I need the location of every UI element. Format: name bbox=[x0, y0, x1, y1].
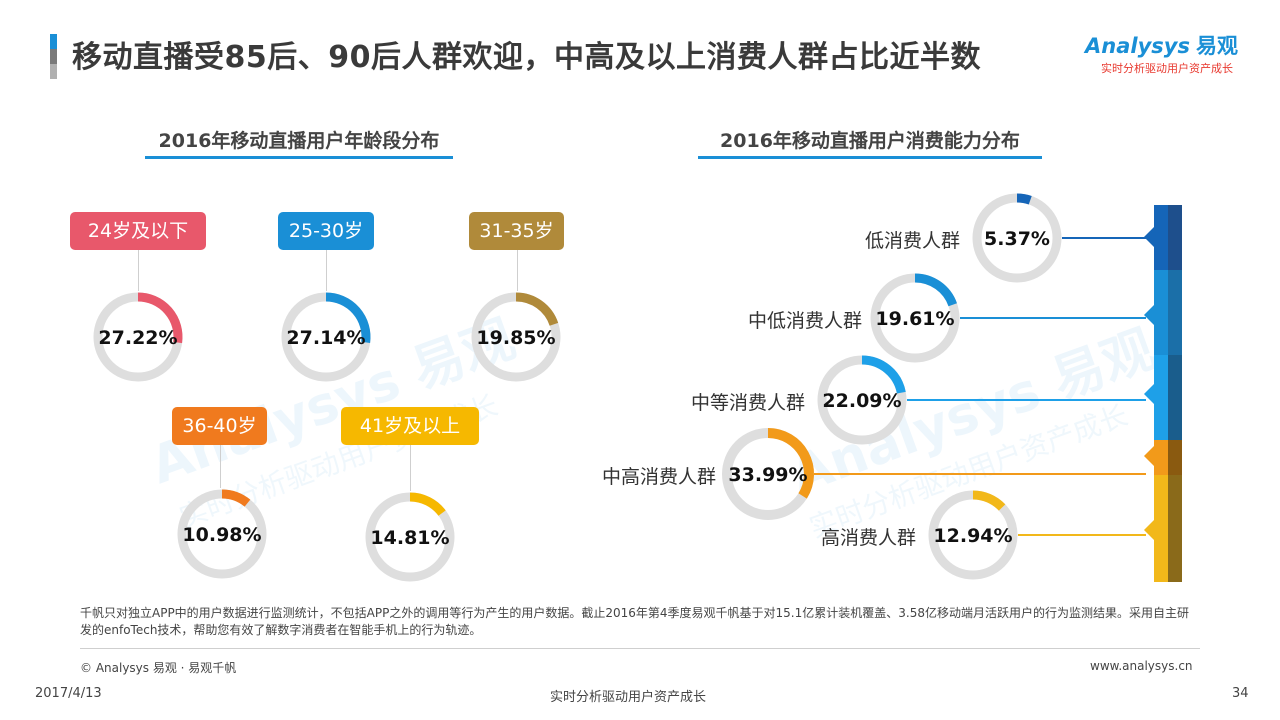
logo-tagline: 实时分析驱动用户资产成长 bbox=[1101, 62, 1233, 75]
age-4-donut: 10.98% bbox=[177, 489, 267, 579]
age-chart-title: 2016年移动直播用户年龄段分布 bbox=[158, 130, 440, 152]
age-connector-4 bbox=[219, 445, 221, 488]
footer-divider bbox=[80, 648, 1200, 649]
age-4-value-label: 10.98% bbox=[182, 524, 261, 546]
age-connector-5 bbox=[410, 445, 411, 491]
consumption-label-2: 中低消费人群 bbox=[747, 310, 862, 332]
age-2-donut: 27.14% bbox=[281, 292, 371, 382]
analysys-logo: Analysys 易观 实时分析驱动用户资产成长 bbox=[1085, 30, 1245, 76]
age-5-donut: 14.81% bbox=[365, 492, 455, 582]
consumption-1-donut: 5.37% bbox=[972, 193, 1062, 283]
consumption-5-donut: 12.94% bbox=[928, 490, 1018, 580]
age-label-1: 24岁及以下 bbox=[70, 212, 206, 250]
copyright: © Analysys 易观 · 易观千帆 bbox=[80, 661, 237, 675]
footnote: 千帆只对独立APP中的用户数据进行监测统计，不包括APP之外的调用等行为产生的用… bbox=[80, 606, 1189, 637]
age-1-arc bbox=[137, 292, 183, 344]
age-5-arc bbox=[409, 492, 446, 516]
consumption-1-value-label: 5.37% bbox=[984, 228, 1050, 250]
age-3-arc bbox=[515, 292, 559, 326]
consumption-2-donut: 19.61% bbox=[870, 273, 960, 363]
consumption-4-arc bbox=[767, 428, 814, 499]
consumption-3-value-label: 22.09% bbox=[822, 390, 901, 412]
consumption-5-value-label: 12.94% bbox=[933, 525, 1012, 547]
consumption-label-1: 低消费人群 bbox=[864, 230, 960, 252]
age-title-underline bbox=[145, 156, 453, 159]
consumption-connector-1 bbox=[1061, 237, 1146, 239]
age-label-4: 36-40岁 bbox=[172, 407, 267, 445]
logo-cn: 易观 bbox=[1195, 34, 1238, 58]
age-1-donut: 27.22% bbox=[93, 292, 183, 382]
consumption-2-value-label: 19.61% bbox=[875, 308, 954, 330]
age-label-2: 25-30岁 bbox=[278, 212, 374, 250]
website-link[interactable]: www.analysys.cn bbox=[1090, 659, 1193, 673]
consumption-title-underline bbox=[698, 156, 1042, 159]
consumption-connector-3 bbox=[906, 399, 1146, 401]
consumption-connector-2 bbox=[959, 317, 1146, 319]
age-3-value-label: 19.85% bbox=[476, 327, 555, 349]
page-title: 移动直播受85后、90后人群欢迎，中高及以上消费人群占比近半数 bbox=[72, 40, 981, 75]
consumption-label-4: 中高消费人群 bbox=[601, 466, 716, 488]
age-1-value-label: 27.22% bbox=[98, 327, 177, 349]
consumption-connector-4 bbox=[814, 473, 1146, 475]
age-5-value-label: 14.81% bbox=[370, 527, 449, 549]
age-connector-3 bbox=[516, 250, 518, 291]
consumption-3-donut: 22.09% bbox=[817, 355, 907, 445]
slide-tagline: 实时分析驱动用户资产成长 bbox=[550, 690, 707, 705]
consumption-4-donut: 33.99% bbox=[722, 428, 814, 520]
consumption-2-arc bbox=[914, 273, 957, 307]
consumption-1-arc bbox=[1016, 193, 1032, 205]
page-number: 34 bbox=[1232, 686, 1249, 701]
age-2-arc bbox=[325, 292, 371, 343]
consumption-chart-title: 2016年移动直播用户消费能力分布 bbox=[720, 130, 1020, 152]
age-4-arc bbox=[221, 489, 251, 507]
consumption-color-bar bbox=[1144, 205, 1182, 582]
slide-date: 2017/4/13 bbox=[35, 686, 102, 701]
consumption-label-5: 高消费人群 bbox=[820, 527, 916, 549]
consumption-connector-5 bbox=[1017, 534, 1146, 536]
age-2-value-label: 27.14% bbox=[286, 327, 365, 349]
consumption-label-3: 中等消费人群 bbox=[690, 392, 805, 414]
consumption-3-arc bbox=[861, 355, 906, 394]
age-connector-2 bbox=[326, 250, 327, 291]
age-3-donut: 19.85% bbox=[471, 292, 561, 382]
consumption-4-value-label: 33.99% bbox=[728, 464, 807, 486]
age-connector-1 bbox=[138, 250, 139, 291]
title-accent-bar bbox=[50, 34, 57, 80]
consumption-5-arc bbox=[972, 490, 1006, 511]
age-label-3: 31-35岁 bbox=[469, 212, 564, 250]
logo-text: Analysys bbox=[1085, 34, 1190, 58]
age-label-5: 41岁及以上 bbox=[341, 407, 479, 445]
